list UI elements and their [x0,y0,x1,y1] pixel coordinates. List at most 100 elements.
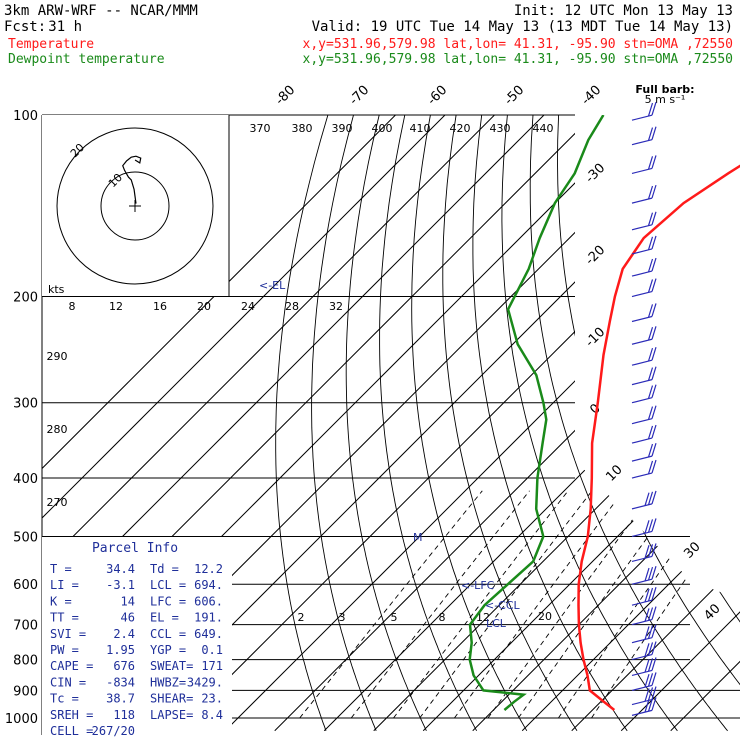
mixing-ratio-1 [350,490,530,719]
adiabat-360 [609,115,740,732]
parcel-info-cell: 676 [113,659,135,673]
hodograph-ring-10 [100,171,170,241]
isotherm-label--70: -70 [347,83,373,109]
parcel-info-cell: LAPSE= [150,708,193,722]
wind-barb [631,384,657,404]
parcel-info-cell: TT = [50,611,79,625]
parcel-info-rows: T = 34.4 Td = 12.2 LI = -3.1 LCL = 694. K = 14 LFC… [50,562,223,738]
mixing-label-5: 5 [391,611,398,624]
speed-label-24: 24 [241,300,255,313]
pressure-label-100: 100 [13,109,38,124]
parcel-info-cell: 34.4 [106,562,135,576]
init-time: Init: 12 UTC Mon 13 May 13 [514,3,733,19]
speed-label-28: 28 [285,300,299,313]
speed-label-20: 20 [197,300,211,313]
wind-barb [631,366,657,386]
parcel-info-cell: 1.95 [106,643,135,657]
adiabat-310 [472,115,628,732]
speed-label-16: 16 [153,300,167,313]
parcel-info-cell: LFC = [150,594,186,608]
parcel-info-cell: 171 [201,659,223,673]
pressure-label-800: 800 [13,654,38,669]
isotherm-label--40: -40 [579,83,605,109]
wind-barb [631,184,657,204]
parcel-info-cell: 694. [194,578,223,592]
lfc-marker: <-LFC [461,579,495,592]
theta-label-390: 390 [332,122,353,135]
pressure-label-600: 600 [13,578,38,593]
isotherm-40 [620,115,740,732]
theta-label-410: 410 [410,122,431,135]
legend-dewpoint-label: Dewpoint temperature [8,52,165,67]
wind-barb [631,459,657,479]
theta-label-290: 290 [47,350,68,363]
adiabat-290 [411,115,528,732]
parcel-info-cell: 191. [194,611,223,625]
isotherm-20 [521,115,740,732]
wind-barb [631,624,657,644]
m-marker: M [413,531,423,544]
mixing-ratio-3 [419,490,593,719]
legend-temperature-info: x,y=531.96,579.98 lat,lon= 41.31, -95.90… [303,37,733,52]
pressure-label-500: 500 [13,530,38,545]
mixing-label-8: 8 [439,611,446,624]
isotherm--110 [42,115,523,732]
parcel-info-cell: -3.1 [106,578,135,592]
wind-barb [631,686,657,706]
theta-label-440: 440 [533,122,554,135]
wind-barb [631,303,657,323]
parcel-info-cell: SHEAR= [150,692,193,706]
parcel-info-cell: 8.4 [201,708,223,722]
wind-barb [631,672,657,691]
adiabat-410 [734,115,740,732]
wind-barb [631,657,657,677]
parcel-info-cell: Td = [150,562,179,576]
wind-barb [631,566,657,585]
adiabat-260 [311,115,377,731]
valid-time: Valid: 19 UTC Tue 14 May 13 (13 MDT Tue … [312,19,733,35]
adiabat-270 [345,115,427,731]
parcel-info-cell: 118 [113,708,135,722]
theta-label-370: 370 [250,122,271,135]
wind-barb [631,641,657,661]
wind-barb [631,211,657,231]
wind-barb [631,697,657,716]
theta-label-400: 400 [372,122,393,135]
parcel-info-cell: K = [50,594,72,608]
parcel-info-cell: CIN = [50,675,86,689]
theta-label-420: 420 [450,122,471,135]
isotherm-label-40: 40 [701,601,723,623]
wind-barb [631,442,657,462]
parcel-info-cell: Tc = [50,692,79,706]
isotherm-label-30: 30 [681,539,703,561]
wind-barb [631,543,657,563]
pressure-label-1000: 1000 [5,712,38,727]
isotherm-10 [472,115,740,732]
hodograph-trace [122,155,142,204]
wind-barb [631,518,657,538]
mixing-label-12: 12 [476,611,490,624]
isotherm--130 [42,115,424,732]
model-title: 3km ARW-WRF -- NCAR/MMM [4,3,198,19]
adiabat-280 [379,115,477,732]
mixing-label-3: 3 [339,611,346,624]
parcel-info-cell: 46 [121,611,135,625]
mixing-ratio-20 [558,490,718,719]
speed-label-12: 12 [109,300,123,313]
adiabat-250 [275,115,337,731]
parcel-info-cell: LCL = [150,578,186,592]
wind-barb [631,126,657,146]
speed-label-32: 32 [329,300,343,313]
forecast-hour: 31 h [48,19,82,35]
wind-barb [631,257,657,277]
isotherm-label--30: -30 [583,161,609,187]
parcel-info-cell: SREH = [50,708,93,722]
isotherm-label--60: -60 [425,83,451,109]
mixing-ratio-8 [487,490,655,719]
pressure-label-400: 400 [13,472,38,487]
hodograph-speed-scale: 8 12 16 20 24 28 32 [69,300,344,313]
wind-barb [631,278,657,298]
speed-label-8: 8 [69,300,76,313]
wind-barb [631,587,657,606]
parcel-info-cell: EL = [150,611,179,625]
